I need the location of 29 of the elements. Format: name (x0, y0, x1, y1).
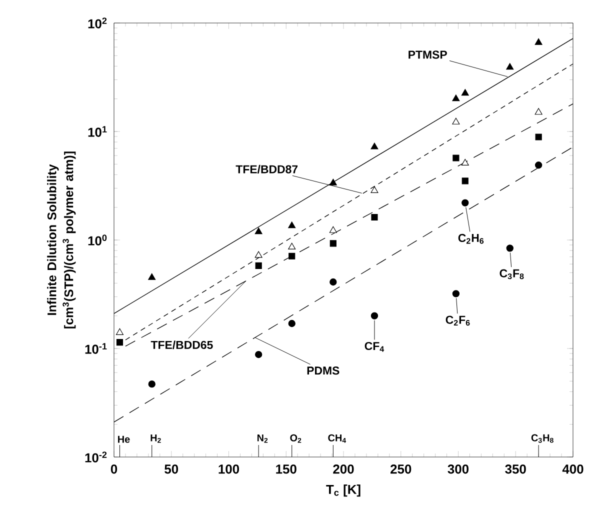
annotation: CF$_{4}$ (364, 342, 384, 352)
annotation: PTMSP (408, 50, 447, 59)
annotation: TFE/BDD87 (236, 164, 298, 174)
ref-line-label: H$_{2}$ (150, 434, 161, 443)
ref-line-label: He (118, 436, 130, 443)
x-tick-label: 200 (333, 464, 354, 474)
y-tick-label: 10$^{-1}$ (85, 343, 107, 354)
ref-line-label: C$_{3}$H$_{8}$ (531, 434, 554, 443)
x-tick-label: 50 (164, 464, 178, 474)
annotation: TFE/BDD65 (150, 340, 213, 350)
y-tick-label: 10$^{0}$ (88, 234, 107, 246)
annotation: C$_{3}$F$_{8}$ (500, 269, 524, 280)
ref-line-label: N$_{2}$ (257, 434, 268, 443)
x-tick-label: 350 (505, 464, 526, 474)
x-tick-label: 400 (562, 464, 584, 474)
x-tick-label: 250 (390, 464, 412, 474)
ref-line-label: CH$_{4}$ (328, 434, 346, 443)
annotation: C$_{2}$H$_{6}$ (458, 234, 484, 244)
x-tick-label: 150 (276, 464, 296, 474)
y-tick-label: 10$^{2}$ (88, 18, 107, 28)
x-tick-label: 100 (218, 464, 240, 474)
x-tick-label: 0 (110, 464, 118, 474)
y-tick-label: 10$^{1}$ (88, 126, 107, 137)
x-axis-title: T$_{c}$ [K] (326, 484, 360, 497)
annotation: PDMS (307, 366, 340, 375)
annotation: C$_{2}$F$_{6}$ (446, 316, 470, 326)
x-tick-label: 300 (448, 464, 469, 474)
y-tick-label: 10$^{-2}$ (85, 452, 107, 462)
ref-line-label: O$_{2}$ (290, 434, 302, 443)
